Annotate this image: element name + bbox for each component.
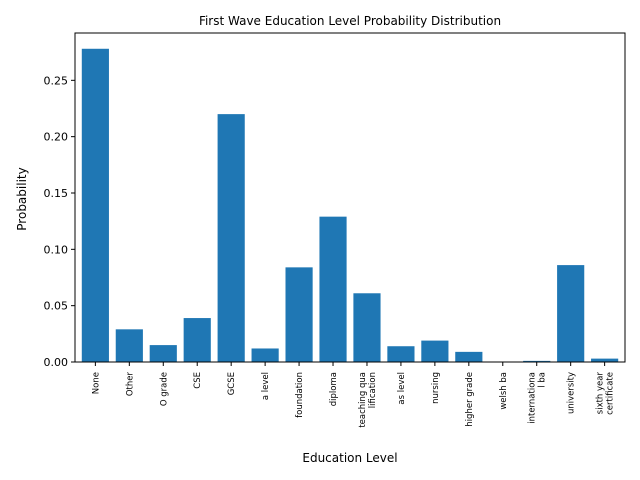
- bar-7: [319, 216, 347, 362]
- x-tick-label: certificate: [606, 372, 616, 415]
- bar-4: [217, 114, 245, 362]
- x-tick-label: Other: [125, 372, 135, 397]
- bar-10: [421, 340, 449, 362]
- bar-5: [251, 348, 279, 362]
- x-tick-label: as level: [397, 372, 407, 405]
- axes-frame: [74, 32, 626, 363]
- bar-13: [523, 360, 551, 362]
- x-tick-label: university: [567, 372, 577, 414]
- bar-6: [285, 267, 313, 362]
- bar-9: [387, 346, 415, 362]
- bar-2: [149, 345, 177, 362]
- plot-area: 0.00 0.05 0.10 0.15 0.20 0.25 None Other O grade…: [44, 32, 626, 428]
- x-tick-label: diploma: [329, 372, 339, 406]
- bar-0: [81, 48, 109, 362]
- x-tick-label: teaching qua: [358, 372, 368, 428]
- x-tick-label: sixth year: [596, 372, 606, 415]
- x-tick-label: l ba: [538, 372, 548, 388]
- chart-title: First Wave Education Level Probability D…: [199, 14, 501, 28]
- x-tick-label: higher grade: [465, 372, 475, 427]
- bar-1: [115, 329, 143, 362]
- y-axis-label: Probability: [15, 167, 29, 230]
- x-tick-label: lification: [368, 372, 378, 408]
- x-axis-label: Education Level: [302, 451, 397, 465]
- y-tick-label: 0.00: [44, 356, 69, 369]
- x-tick-label: internationa: [528, 372, 538, 424]
- x-tick-label: foundation: [295, 372, 305, 418]
- x-tick-label: GCSE: [227, 372, 237, 395]
- x-tick-label: CSE: [193, 372, 203, 389]
- x-tick-label: welsh ba: [499, 372, 509, 410]
- y-tick-label: 0.10: [44, 243, 69, 256]
- bar-14: [557, 265, 585, 362]
- x-tick-label: None: [91, 372, 101, 394]
- y-tick-label: 0.05: [44, 300, 69, 313]
- y-tick-label: 0.15: [44, 187, 69, 200]
- y-tick-label: 0.25: [44, 74, 69, 87]
- y-tick-label: 0.20: [44, 131, 69, 144]
- x-tick-label: a level: [261, 372, 271, 400]
- x-tick-label: nursing: [431, 372, 441, 404]
- bar-3: [183, 318, 211, 362]
- x-tick-label: O grade: [159, 372, 169, 406]
- bar-15: [591, 358, 619, 362]
- bar-11: [455, 351, 483, 362]
- bar-8: [353, 293, 381, 362]
